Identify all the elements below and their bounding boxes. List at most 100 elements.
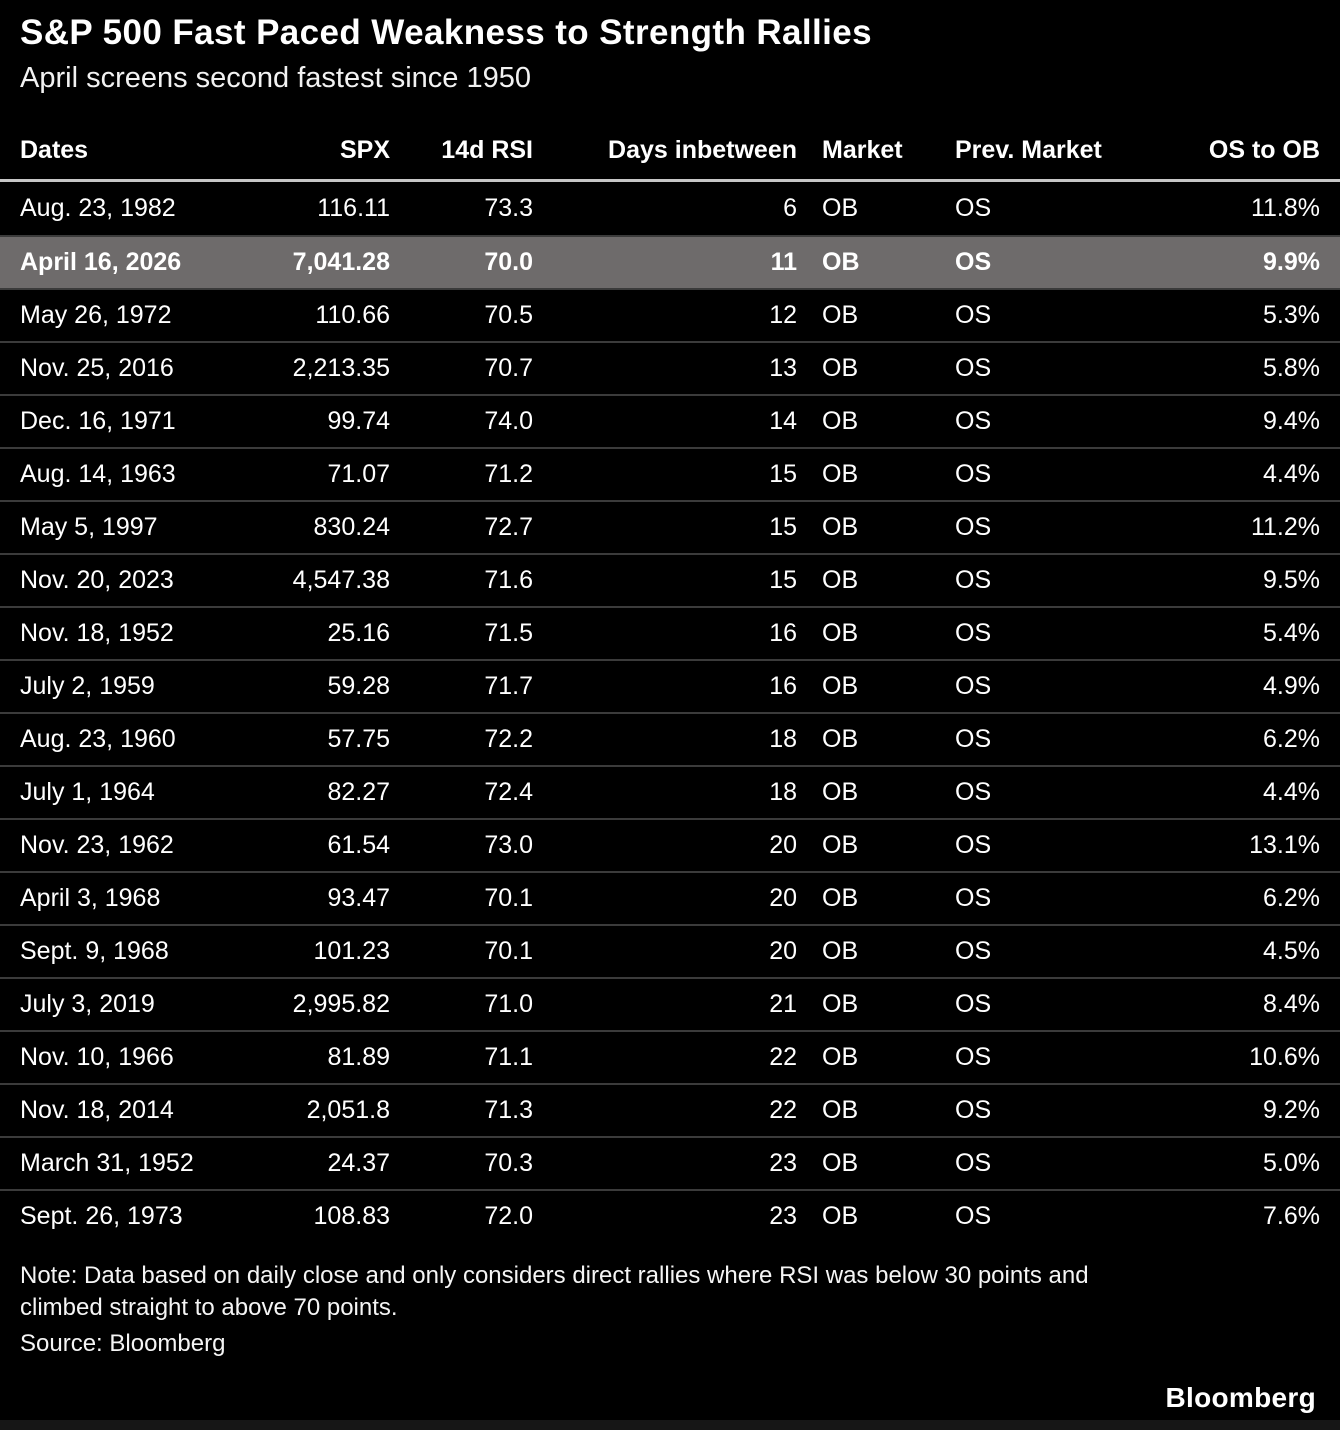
cell-days: 6 xyxy=(783,194,797,222)
cell-spx: 24.37 xyxy=(327,1149,390,1177)
cell-days: 23 xyxy=(769,1149,797,1177)
column-header-os-to-ob: OS to OB xyxy=(1208,136,1320,164)
cell-spx: 116.11 xyxy=(317,194,390,222)
cell-market: OB xyxy=(822,672,859,700)
cell-date: Sept. 9, 1968 xyxy=(20,937,169,965)
cell-days: 15 xyxy=(769,566,797,594)
cell-spx: 99.74 xyxy=(327,407,390,435)
table-row: Nov. 18, 2014 2,051.8 71.3 22 OB OS 9.2% xyxy=(0,1083,1340,1136)
table-row: Aug. 14, 1963 71.07 71.2 15 OB OS 4.4% xyxy=(0,447,1340,500)
cell-os-to-ob: 13.1% xyxy=(1249,831,1320,859)
cell-days: 20 xyxy=(769,831,797,859)
table-row: July 2, 1959 59.28 71.7 16 OB OS 4.9% xyxy=(0,659,1340,712)
table-row: July 3, 2019 2,995.82 71.0 21 OB OS 8.4% xyxy=(0,977,1340,1030)
column-header-prev-market: Prev. Market xyxy=(955,136,1102,164)
cell-os-to-ob: 4.5% xyxy=(1263,937,1320,965)
cell-14d-rsi: 71.3 xyxy=(484,1096,533,1124)
table-header-row: Dates SPX 14d RSI Days inbetween Market … xyxy=(0,136,1340,182)
cell-days: 13 xyxy=(769,354,797,382)
table-row: Sept. 26, 1973 108.83 72.0 23 OB OS 7.6% xyxy=(0,1189,1340,1242)
cell-os-to-ob: 11.8% xyxy=(1250,194,1320,222)
column-header-spx: SPX xyxy=(339,136,390,164)
cell-14d-rsi: 72.4 xyxy=(484,778,533,806)
cell-os-to-ob: 9.4% xyxy=(1263,407,1320,435)
footnote: Note: Data based on daily close and only… xyxy=(20,1260,1320,1324)
cell-market: OB xyxy=(822,1202,859,1230)
cell-date: Nov. 25, 2016 xyxy=(20,354,174,382)
cell-prev-market: OS xyxy=(955,937,992,965)
table-row: Nov. 10, 1966 81.89 71.1 22 OB OS 10.6% xyxy=(0,1030,1340,1083)
cell-os-to-ob: 4.9% xyxy=(1263,672,1320,700)
cell-market: OB xyxy=(822,725,859,753)
table-row: Aug. 23, 1982 116.11 73.3 6 OB OS 11.8% xyxy=(0,182,1340,235)
cell-date: Nov. 10, 1966 xyxy=(20,1043,174,1071)
cell-spx: 25.16 xyxy=(327,619,390,647)
cell-14d-rsi: 74.0 xyxy=(484,407,533,435)
cell-prev-market: OS xyxy=(955,990,992,1018)
cell-days: 21 xyxy=(769,990,797,1018)
cell-spx: 830.24 xyxy=(313,513,390,541)
column-header-dates: Dates xyxy=(20,136,89,164)
cell-date: March 31, 1952 xyxy=(20,1149,194,1177)
cell-os-to-ob: 7.6% xyxy=(1263,1202,1320,1230)
rallies-table: Dates SPX 14d RSI Days inbetween Market … xyxy=(0,136,1340,1242)
cell-date: Aug. 23, 1960 xyxy=(20,725,176,753)
cell-14d-rsi: 73.3 xyxy=(484,194,533,222)
cell-prev-market: OS xyxy=(955,407,992,435)
cell-os-to-ob: 5.3% xyxy=(1263,301,1320,329)
cell-os-to-ob: 11.2% xyxy=(1250,513,1320,541)
cell-date: April 16, 2026 xyxy=(20,248,182,276)
bloomberg-logo: Bloomberg xyxy=(1165,1382,1316,1413)
cell-market: OB xyxy=(822,194,859,222)
cell-14d-rsi: 70.1 xyxy=(484,884,533,912)
cell-date: Nov. 20, 2023 xyxy=(20,566,174,594)
cell-prev-market: OS xyxy=(955,301,992,329)
cell-14d-rsi: 70.5 xyxy=(484,301,533,329)
cell-days: 12 xyxy=(769,301,797,329)
table-row: Nov. 25, 2016 2,213.35 70.7 13 OB OS 5.8… xyxy=(0,341,1340,394)
cell-date: Nov. 23, 1962 xyxy=(20,831,174,859)
cell-date: July 2, 1959 xyxy=(20,672,155,700)
cell-prev-market: OS xyxy=(955,513,992,541)
cell-market: OB xyxy=(822,566,859,594)
cell-spx: 61.54 xyxy=(327,831,390,859)
cell-market: OB xyxy=(822,778,859,806)
cell-days: 23 xyxy=(769,1202,797,1230)
cell-spx: 2,213.35 xyxy=(292,354,390,382)
table-row: Dec. 16, 1971 99.74 74.0 14 OB OS 9.4% xyxy=(0,394,1340,447)
column-header-days-inbetween: Days inbetween xyxy=(608,136,797,164)
cell-os-to-ob: 9.9% xyxy=(1263,248,1320,276)
cell-days: 16 xyxy=(769,619,797,647)
table-row: Nov. 18, 1952 25.16 71.5 16 OB OS 5.4% xyxy=(0,606,1340,659)
cell-prev-market: OS xyxy=(955,566,992,594)
cell-market: OB xyxy=(822,1149,859,1177)
cell-os-to-ob: 6.2% xyxy=(1263,725,1320,753)
cell-14d-rsi: 71.2 xyxy=(484,460,533,488)
table-row: March 31, 1952 24.37 70.3 23 OB OS 5.0% xyxy=(0,1136,1340,1189)
cell-spx: 81.89 xyxy=(327,1043,390,1071)
cell-prev-market: OS xyxy=(955,884,992,912)
cell-date: April 3, 1968 xyxy=(20,884,161,912)
cell-14d-rsi: 71.5 xyxy=(484,619,533,647)
chart-header: S&P 500 Fast Paced Weakness to Strength … xyxy=(0,0,1340,96)
cell-os-to-ob: 5.0% xyxy=(1263,1149,1320,1177)
source-credit: Source: Bloomberg xyxy=(20,1330,226,1357)
cell-days: 16 xyxy=(769,672,797,700)
cell-days: 20 xyxy=(769,937,797,965)
column-header-market: Market xyxy=(822,136,903,164)
cell-prev-market: OS xyxy=(955,460,992,488)
cell-14d-rsi: 70.7 xyxy=(484,354,533,382)
cell-spx: 7,041.28 xyxy=(292,248,390,276)
cell-date: May 5, 1997 xyxy=(20,513,158,541)
cell-days: 18 xyxy=(769,778,797,806)
cell-os-to-ob: 4.4% xyxy=(1263,460,1320,488)
column-header-14d-rsi: 14d RSI xyxy=(441,136,533,164)
cell-14d-rsi: 71.6 xyxy=(484,566,533,594)
cell-spx: 82.27 xyxy=(327,778,390,806)
cell-prev-market: OS xyxy=(955,1096,992,1124)
cell-prev-market: OS xyxy=(955,1202,992,1230)
cell-spx: 101.23 xyxy=(313,937,390,965)
cell-days: 22 xyxy=(769,1096,797,1124)
bottom-strip xyxy=(0,1420,1340,1430)
table-row: April 3, 1968 93.47 70.1 20 OB OS 6.2% xyxy=(0,871,1340,924)
